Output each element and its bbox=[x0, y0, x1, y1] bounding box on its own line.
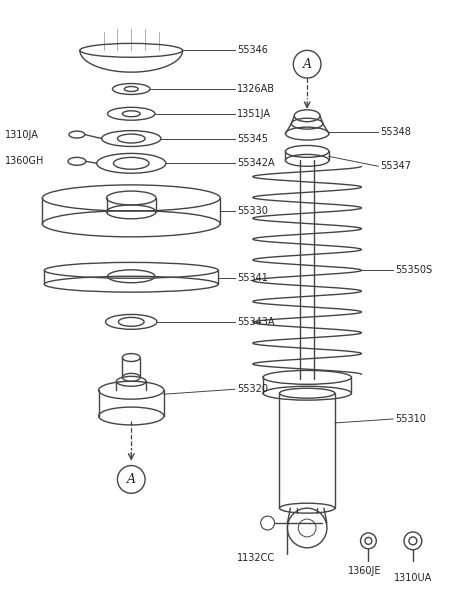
Text: 1351JA: 1351JA bbox=[237, 109, 271, 119]
Text: 55345: 55345 bbox=[237, 133, 268, 144]
Text: 55343A: 55343A bbox=[237, 317, 275, 327]
Text: 1360JE: 1360JE bbox=[348, 565, 381, 575]
Text: 55310: 55310 bbox=[395, 414, 426, 424]
Text: 55330: 55330 bbox=[237, 206, 268, 216]
Text: 55346: 55346 bbox=[237, 45, 268, 55]
Text: 55347: 55347 bbox=[380, 161, 411, 171]
Text: 55350S: 55350S bbox=[395, 265, 432, 275]
Text: 55320: 55320 bbox=[237, 384, 268, 394]
Text: A: A bbox=[127, 473, 136, 486]
Text: 1310JA: 1310JA bbox=[5, 130, 39, 139]
Text: 55348: 55348 bbox=[380, 126, 411, 136]
Text: A: A bbox=[303, 58, 312, 71]
Text: 55341: 55341 bbox=[237, 273, 268, 283]
Text: 55342A: 55342A bbox=[237, 158, 275, 168]
Text: 1132CC: 1132CC bbox=[237, 553, 275, 562]
Text: 1326AB: 1326AB bbox=[237, 84, 275, 94]
Text: 1310UA: 1310UA bbox=[394, 572, 432, 583]
Text: 1360GH: 1360GH bbox=[5, 157, 44, 166]
